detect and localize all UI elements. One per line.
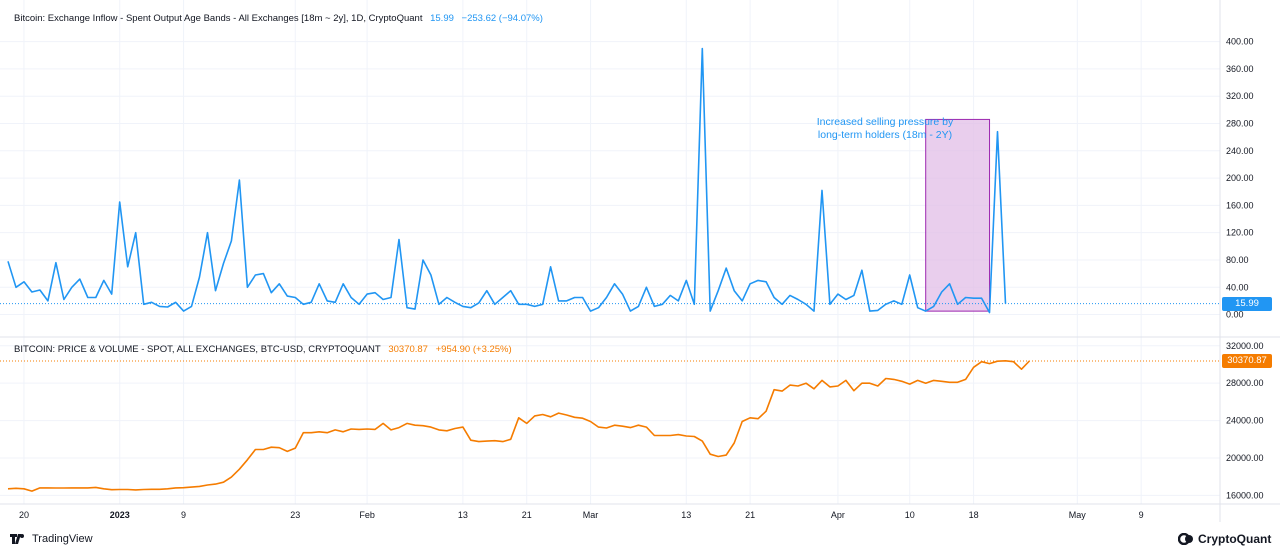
x-tick-label: 9 [181, 510, 186, 520]
price-change: +954.90 (+3.25%) [435, 344, 512, 355]
x-tick-label: 23 [290, 510, 300, 520]
y-tick-label: 32000.00 [1226, 341, 1264, 351]
inflow-legend: Bitcoin: Exchange Inflow - Spent Output … [14, 13, 548, 24]
y-tick-label: 280.00 [1226, 119, 1254, 129]
y-tick-label: 40.00 [1226, 282, 1249, 292]
y-tick-label: 200.00 [1226, 173, 1254, 183]
price-last-badge: 30370.87 [1222, 354, 1272, 369]
x-tick-label: 21 [745, 510, 755, 520]
x-tick-label: 9 [1139, 510, 1144, 520]
price-legend: BITCOIN: PRICE & VOLUME - SPOT, ALL EXCH… [14, 344, 517, 355]
price-last-value: 30370.87 [388, 344, 428, 355]
cryptoquant-icon [1178, 533, 1193, 545]
annotation-text: Increased selling pressure by long-term … [790, 116, 980, 142]
x-tick-label: 18 [969, 510, 979, 520]
cryptoquant-label: CryptoQuant [1198, 532, 1272, 546]
y-tick-label: 320.00 [1226, 91, 1254, 101]
x-tick-label: 20 [19, 510, 29, 520]
btc-price-line [7, 359, 1030, 492]
highlight-box [925, 118, 991, 312]
tradingview-icon [10, 534, 24, 544]
y-axis-labels: 400.00 360.00 320.00 280.00 240.00 200.00 160.… [1226, 37, 1264, 501]
cryptoquant-logo: CryptoQuant [1178, 532, 1271, 546]
x-tick-label: Feb [359, 510, 375, 520]
x-tick-label: 13 [458, 510, 468, 520]
exchange-inflow-line [7, 47, 1007, 314]
series-layer [0, 47, 1220, 492]
y-tick-label: 160.00 [1226, 200, 1254, 210]
x-tick-label: 13 [681, 510, 691, 520]
y-tick-label: 24000.00 [1226, 416, 1264, 426]
annotation-line-1: Increased selling pressure by [816, 116, 954, 128]
y-tick-label: 80.00 [1226, 255, 1249, 265]
annotation-line-2: long-term holders (18m - 2Y) [817, 129, 953, 141]
inflow-title: Bitcoin: Exchange Inflow - Spent Output … [14, 13, 423, 24]
inflow-change: −253.62 (−94.07%) [461, 13, 543, 24]
highlight-box-layer [925, 118, 991, 312]
y-tick-label: 0.00 [1226, 310, 1244, 320]
y-tick-label: 28000.00 [1226, 378, 1264, 388]
y-tick-label: 240.00 [1226, 146, 1254, 156]
y-tick-label: 20000.00 [1226, 453, 1264, 463]
x-tick-label: 10 [905, 510, 915, 520]
price-title: BITCOIN: PRICE & VOLUME - SPOT, ALL EXCH… [14, 344, 381, 355]
y-tick-label: 16000.00 [1226, 490, 1264, 500]
x-axis-labels: 20 2023 9 23 Feb 13 21 Mar 13 21 Apr 10 18 May 9 [19, 510, 1144, 520]
x-tick-label: 21 [522, 510, 532, 520]
inflow-last-value: 15.99 [430, 13, 454, 24]
y-tick-label: 120.00 [1226, 228, 1254, 238]
tradingview-label: TradingView [32, 533, 93, 545]
grid [0, 0, 1220, 504]
y-tick-label: 360.00 [1226, 64, 1254, 74]
x-tick-label: 2023 [110, 510, 130, 520]
inflow-last-badge: 15.99 [1222, 296, 1272, 311]
tradingview-logo[interactable]: TradingView [10, 533, 93, 545]
y-tick-label: 400.00 [1226, 37, 1254, 47]
x-tick-label: May [1069, 510, 1087, 520]
x-tick-label: Mar [583, 510, 599, 520]
x-tick-label: Apr [831, 510, 845, 520]
